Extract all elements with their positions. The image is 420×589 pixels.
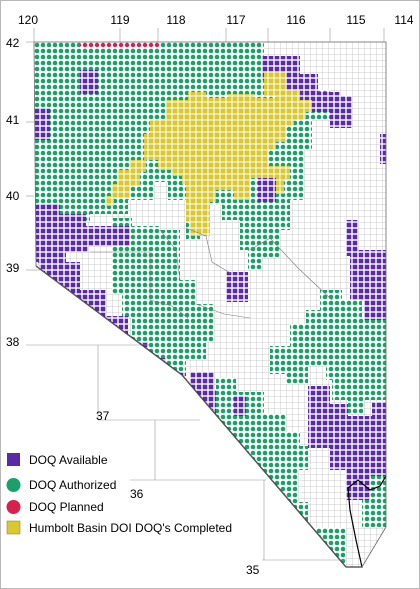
latitude-label: 42 (6, 36, 20, 50)
available-region-west-small (36, 226, 50, 240)
available-region-west (34, 204, 130, 272)
available-region-southwest-diag (38, 262, 186, 376)
state-boundary-southeast (346, 475, 387, 568)
red-dot-icon (6, 500, 21, 514)
legend-label-authorized: DOQ Authorized (29, 478, 116, 492)
green-dot-icon (6, 478, 21, 492)
longitude-label: 120 (18, 13, 38, 27)
available-region-south-east (308, 386, 386, 500)
latitude-label: 40 (6, 189, 20, 203)
latitude-labels: 42 41 40 39 38 37 36 35 (6, 36, 260, 577)
available-region-nw-small (80, 70, 98, 94)
authorized-region-central (112, 218, 214, 374)
longitude-label: 114 (394, 13, 413, 27)
graticule-ticks (26, 28, 385, 561)
humbolt-regions (106, 72, 312, 236)
latitude-label: 39 (6, 261, 20, 275)
legend: DOQ Available DOQ Authorized DOQ Planned… (6, 453, 232, 535)
state-outline (33, 41, 387, 568)
latitude-label: 41 (6, 113, 20, 127)
longitude-labels: 120 119 118 117 116 115 114 (18, 13, 414, 27)
latitude-label: 38 (6, 335, 20, 349)
yellow-square-icon (6, 520, 21, 535)
humbolt-region-main (144, 92, 306, 236)
legend-label-planned: DOQ Planned (29, 500, 104, 514)
legend-label-humbolt: Humbolt Basin DOI DOQ's Completed (29, 521, 232, 535)
available-region-east (346, 220, 386, 320)
humbolt-region-west-lobe (106, 160, 146, 206)
available-region-nw-edge (34, 108, 50, 140)
legend-label-available: DOQ Available (29, 453, 108, 467)
available-region-south-small (234, 396, 246, 416)
available-region-northcentral (258, 172, 276, 202)
latitude-label: 37 (96, 409, 110, 423)
longitude-label: 119 (110, 13, 129, 27)
longitude-label: 117 (226, 13, 245, 27)
county-lines (90, 227, 333, 319)
authorized-region-east (270, 290, 386, 414)
purple-square-icon (7, 453, 20, 466)
planned-region-north (80, 42, 160, 49)
available-region-central (226, 272, 248, 302)
authorized-region-south (216, 378, 346, 567)
available-region-east-edge (380, 134, 386, 164)
latitude-label: 36 (130, 487, 144, 501)
longitude-label: 116 (286, 13, 305, 27)
humbolt-region-north-arm (264, 72, 312, 120)
latitude-label: 35 (246, 563, 260, 577)
planned-regions (80, 42, 160, 49)
longitude-label: 115 (346, 13, 365, 27)
longitude-label: 118 (166, 13, 185, 27)
